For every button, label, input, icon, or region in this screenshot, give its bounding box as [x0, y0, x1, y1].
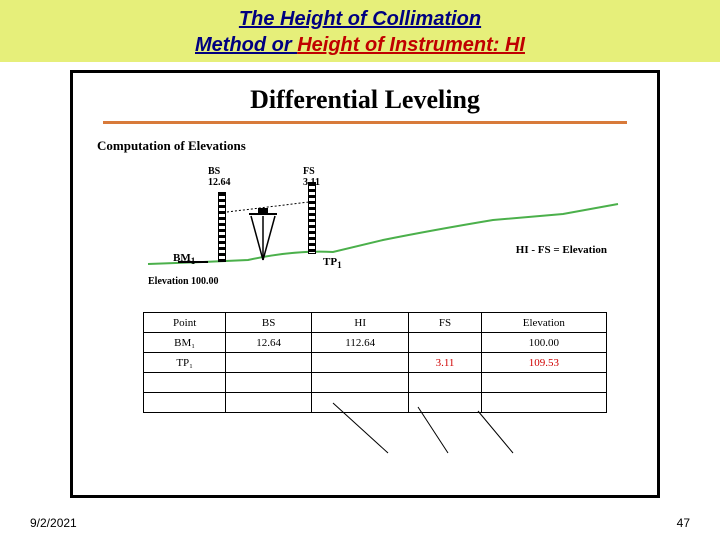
data-table: PointBSHIFSElevation BM₁12.64112.64 100.0… [143, 312, 607, 413]
table-col-header: BS [226, 313, 312, 333]
frame-heading: Differential Leveling [93, 85, 637, 121]
table-cell: TP₁ [144, 353, 226, 373]
table-cell [409, 393, 481, 413]
table-row [144, 393, 607, 413]
table-col-header: FS [409, 313, 481, 333]
table-header-row: PointBSHIFSElevation [144, 313, 607, 333]
bs-label: BS 12.64 [208, 166, 231, 188]
divider [103, 121, 627, 124]
title-line2b: Height of Instrument: HI [297, 34, 525, 56]
footer-page: 47 [677, 516, 690, 530]
table-body: BM₁12.64112.64 100.00 TP₁ 3.11109.53 [144, 333, 607, 413]
table-cell [144, 373, 226, 393]
table-col-header: Elevation [481, 313, 606, 333]
rod-foresight [308, 182, 316, 254]
table-cell [312, 393, 409, 413]
table-cell: 3.11 [409, 353, 481, 373]
table-cell [409, 373, 481, 393]
bs-value: 12.64 [208, 177, 231, 188]
title-bar: The Height of Collimation Method or Heig… [0, 0, 720, 62]
table-cell [312, 373, 409, 393]
bm-label: BM1 [173, 252, 195, 266]
table-cell: 109.53 [481, 353, 606, 373]
table-cell [481, 373, 606, 393]
title-line1: The Height of Collimation [239, 8, 481, 30]
table-row [144, 373, 607, 393]
table-row: TP₁ 3.11109.53 [144, 353, 607, 373]
table-cell: 100.00 [481, 333, 606, 353]
elevation-label: Elevation 100.00 [148, 276, 219, 287]
title-line2a: Method or [195, 34, 297, 56]
bs-header: BS [208, 166, 220, 177]
table-cell [144, 393, 226, 413]
diagram: BS 12.64 FS 3.11 BM1 TP1 Elevation 100.0… [93, 164, 637, 304]
frame-subtitle: Computation of Elevations [97, 138, 637, 154]
tp-label: TP1 [323, 256, 342, 270]
data-table-wrap: PointBSHIFSElevation BM₁12.64112.64 100.0… [143, 312, 607, 413]
table-col-header: HI [312, 313, 409, 333]
table-col-header: Point [144, 313, 226, 333]
table-cell [226, 393, 312, 413]
fs-value: 3.11 [303, 177, 320, 188]
title-text: The Height of Collimation Method or Heig… [20, 6, 700, 58]
table-cell [481, 393, 606, 413]
table-cell: 112.64 [312, 333, 409, 353]
fs-header: FS [303, 166, 315, 177]
table-cell: BM₁ [144, 333, 226, 353]
fs-label: FS 3.11 [303, 166, 320, 188]
content-frame: Differential Leveling Computation of Ele… [70, 70, 660, 498]
table-cell [409, 333, 481, 353]
rod-backsight [218, 192, 226, 262]
table-cell [226, 353, 312, 373]
table-cell: 12.64 [226, 333, 312, 353]
table-row: BM₁12.64112.64 100.00 [144, 333, 607, 353]
table-cell [226, 373, 312, 393]
equation-label: HI - FS = Elevation [516, 244, 607, 256]
footer-date: 9/2/2021 [30, 516, 77, 530]
table-cell [312, 353, 409, 373]
